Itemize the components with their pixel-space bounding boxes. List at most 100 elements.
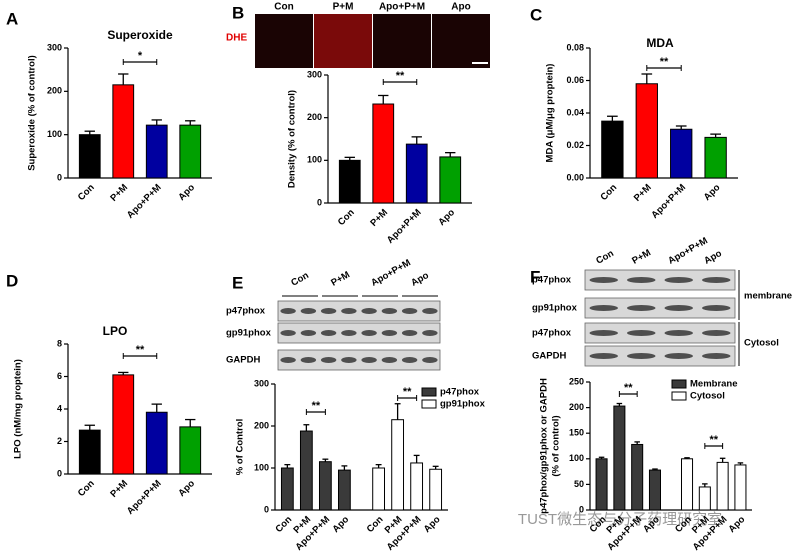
blot-strip (277, 349, 441, 371)
bar (179, 124, 202, 179)
x-tick-label: Apo+P+M (125, 182, 164, 221)
blot-band (664, 330, 693, 336)
micrograph (432, 14, 490, 68)
blot-band (664, 277, 693, 283)
lane-label: Apo+P+M (666, 235, 710, 266)
bar (635, 83, 658, 179)
significance-label: ** (660, 56, 669, 68)
bar (429, 468, 443, 511)
fraction-label: Cytosol (744, 338, 779, 349)
blot-band (320, 308, 337, 314)
bar (698, 486, 711, 511)
bar (601, 120, 624, 179)
y-tick-label: 100 (47, 129, 62, 139)
blot-band (401, 357, 418, 363)
panel-letter: F (530, 267, 540, 286)
x-tick-label: Con (365, 514, 386, 535)
blot-strip (584, 345, 736, 367)
blot-band (361, 330, 377, 336)
blot-band (401, 308, 418, 314)
legend-swatch (421, 399, 437, 409)
y-axis-label: % of Control (235, 419, 246, 475)
bar (716, 461, 729, 511)
legend-swatch (671, 391, 687, 401)
y-tick-label: 200 (569, 402, 584, 412)
x-tick-label: Con (76, 478, 97, 499)
y-tick-label: 200 (254, 420, 269, 430)
micrograph (314, 14, 372, 68)
blot-strip (584, 297, 736, 319)
blot-band (341, 330, 357, 336)
blot-band (381, 357, 398, 363)
micrograph (255, 14, 313, 68)
y-tick-label: 100 (254, 462, 269, 472)
lane-label: P+M (630, 247, 653, 266)
panel-letter: D (6, 271, 18, 290)
blot-band (627, 277, 656, 283)
y-tick-label: 2 (57, 436, 62, 446)
x-tick-label: Apo (422, 514, 443, 535)
blot-strip (584, 269, 736, 291)
y-axis-label: Superoxide (% of control) (27, 55, 38, 171)
y-tick-label: 250 (569, 376, 584, 386)
blot-band (401, 330, 418, 336)
bar (391, 419, 405, 511)
blot-row-label: p47phox (532, 328, 572, 339)
y-axis-label: Density (% of control) (287, 90, 298, 188)
x-tick-label: Apo+P+M (649, 182, 688, 221)
y-tick-label: 0.00 (566, 172, 584, 182)
blot-row-label: GAPDH (226, 355, 260, 366)
x-tick-label: P+M (108, 182, 130, 204)
y-tick-label: 4 (57, 403, 62, 413)
blot-band (422, 330, 438, 336)
lane-label: Apo (409, 270, 431, 289)
significance-label: ** (709, 434, 718, 446)
y-tick-label: 50 (574, 479, 584, 489)
chart-title: Superoxide (107, 28, 173, 42)
panel-letter: E (232, 273, 243, 292)
x-tick-label: Con (273, 514, 294, 535)
fraction-label: membrane (744, 291, 792, 302)
bar (372, 103, 395, 204)
y-tick-label: 0.06 (566, 75, 584, 85)
bar (318, 461, 332, 511)
x-tick-label: P+M (108, 478, 130, 500)
legend-swatch (671, 379, 687, 389)
significance-label: ** (624, 382, 633, 394)
bar (112, 374, 135, 475)
significance-label: ** (312, 400, 321, 412)
blot-band (300, 330, 317, 336)
blot-band (361, 357, 377, 363)
bar (670, 128, 693, 179)
blot-band (702, 330, 731, 336)
y-tick-label: 200 (307, 112, 322, 122)
bar (145, 411, 168, 475)
bar (145, 124, 168, 179)
bar (112, 84, 135, 179)
blot-band (664, 305, 693, 311)
blot-strip (277, 322, 441, 344)
bar (338, 159, 361, 204)
blot-band (589, 353, 618, 359)
blot-band (702, 277, 731, 283)
bar (337, 469, 351, 511)
blot-band (589, 305, 618, 311)
lane-label: Con (594, 248, 616, 267)
bar (681, 458, 694, 511)
x-tick-label: Con (76, 182, 97, 203)
legend-label: gp91phox (440, 399, 486, 410)
blot-band (702, 305, 731, 311)
x-tick-label: Apo (176, 182, 197, 203)
legend-label: Cytosol (690, 391, 725, 402)
stain-label: DHE (226, 33, 247, 44)
lane-label: P+M (333, 2, 354, 13)
significance-label: ** (136, 344, 145, 356)
blot-band (422, 357, 438, 363)
y-tick-label: 0.04 (566, 107, 584, 117)
blot-band (381, 330, 398, 336)
y-tick-label: 8 (57, 338, 62, 348)
bar (78, 429, 101, 475)
y-tick-label: 100 (569, 453, 584, 463)
significance-label: ** (396, 70, 405, 82)
x-tick-label: Apo (436, 207, 457, 228)
